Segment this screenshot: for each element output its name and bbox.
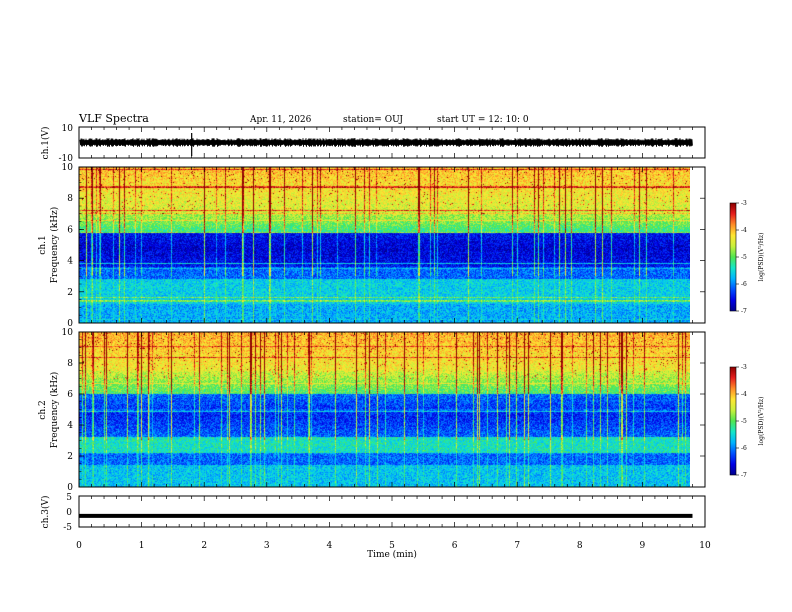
ch1-spectrogram-image-wrap — [79, 167, 690, 323]
y-tick-label: 4 — [67, 257, 73, 267]
ch3-waveform-ylabel: ch.3(V) — [40, 496, 51, 529]
date-label: Apr. 11, 2026 — [249, 115, 312, 125]
ch3-ytick-bottom: -5 — [63, 523, 72, 533]
y-tick-label: 6 — [67, 225, 73, 235]
colorbar-tick-label: -4 — [741, 391, 747, 398]
y-tick-label: 4 — [67, 421, 73, 431]
ch2-spectrogram-ylabel-line1: ch.2 — [38, 400, 48, 419]
ch1-ytick-bottom: -10 — [59, 154, 74, 164]
ch1-spectrogram-image — [79, 167, 690, 323]
start-ut-label: start UT = 12: 10: 0 — [437, 115, 529, 125]
y-tick-label: 6 — [67, 390, 73, 400]
ch3-waveform-panel: 5 0 -5 ch.3(V) — [40, 493, 706, 533]
ch2-colorbar — [729, 366, 737, 476]
x-tick-label: 2 — [201, 541, 207, 551]
ch1-ytick-top: 10 — [62, 124, 74, 134]
ch1-waveform-panel: 10 -10 ch.1(V) — [40, 124, 706, 164]
x-tick-label: 0 — [76, 541, 82, 551]
x-tick-label: 9 — [640, 541, 646, 551]
station-label: station= OUJ — [343, 115, 403, 125]
x-tick-label: 8 — [577, 541, 583, 551]
y-tick-label: 0 — [67, 483, 73, 493]
x-tick-label: 4 — [327, 541, 333, 551]
ch2-spectrogram-image-wrap — [79, 332, 690, 487]
y-tick-label: 8 — [67, 194, 73, 204]
ch1-spectrogram-ylabel-line2: Frequency (kHz) — [49, 207, 60, 284]
y-tick-label: 2 — [67, 288, 73, 298]
figure-title: VLF Spectra — [78, 112, 149, 125]
ch1-colorbar — [729, 202, 737, 312]
x-tick-label: 3 — [264, 541, 270, 551]
colorbar-tick-label: -3 — [741, 200, 747, 207]
colorbar-tick-label: -5 — [741, 254, 747, 261]
colorbar-tick-label: -6 — [741, 281, 747, 288]
ch1-colorbar-label: log(PSD)(V²/Hz) — [758, 233, 765, 282]
ch1-waveform-ylabel: ch.1(V) — [40, 127, 51, 160]
x-tick-label: 7 — [514, 541, 520, 551]
x-tick-label: 5 — [389, 541, 395, 551]
colorbar-tick-label: -4 — [741, 227, 747, 234]
colorbar-tick-label: -3 — [741, 364, 747, 371]
ch1-waveform-trace — [79, 138, 693, 147]
colorbar-tick-label: -6 — [741, 445, 747, 452]
y-tick-label: 2 — [67, 452, 73, 462]
ch1-spectrogram-ylabel-line1: ch.1 — [38, 235, 48, 254]
ch2-spectrogram-image — [79, 332, 690, 487]
ch2-colorbar-label: log(PSD)(V²/Hz) — [758, 397, 765, 446]
colorbar-tick-label: -5 — [741, 418, 747, 425]
ch3-ytick-mid: 0 — [66, 508, 72, 518]
ch3-ytick-top: 5 — [66, 493, 72, 503]
x-tick-label: 6 — [452, 541, 458, 551]
x-tick-label: 10 — [699, 541, 711, 551]
y-tick-label: 10 — [62, 163, 74, 173]
y-tick-label: 8 — [67, 359, 73, 369]
ch2-spectrogram-ylabel-line2: Frequency (kHz) — [49, 372, 60, 449]
colorbar-tick-label: -7 — [741, 472, 747, 479]
y-tick-label: 0 — [67, 319, 73, 329]
x-axis-label: Time (min) — [367, 549, 417, 560]
colorbar-tick-label: -7 — [741, 308, 747, 315]
y-tick-label: 10 — [62, 328, 74, 338]
x-tick-label: 1 — [139, 541, 145, 551]
